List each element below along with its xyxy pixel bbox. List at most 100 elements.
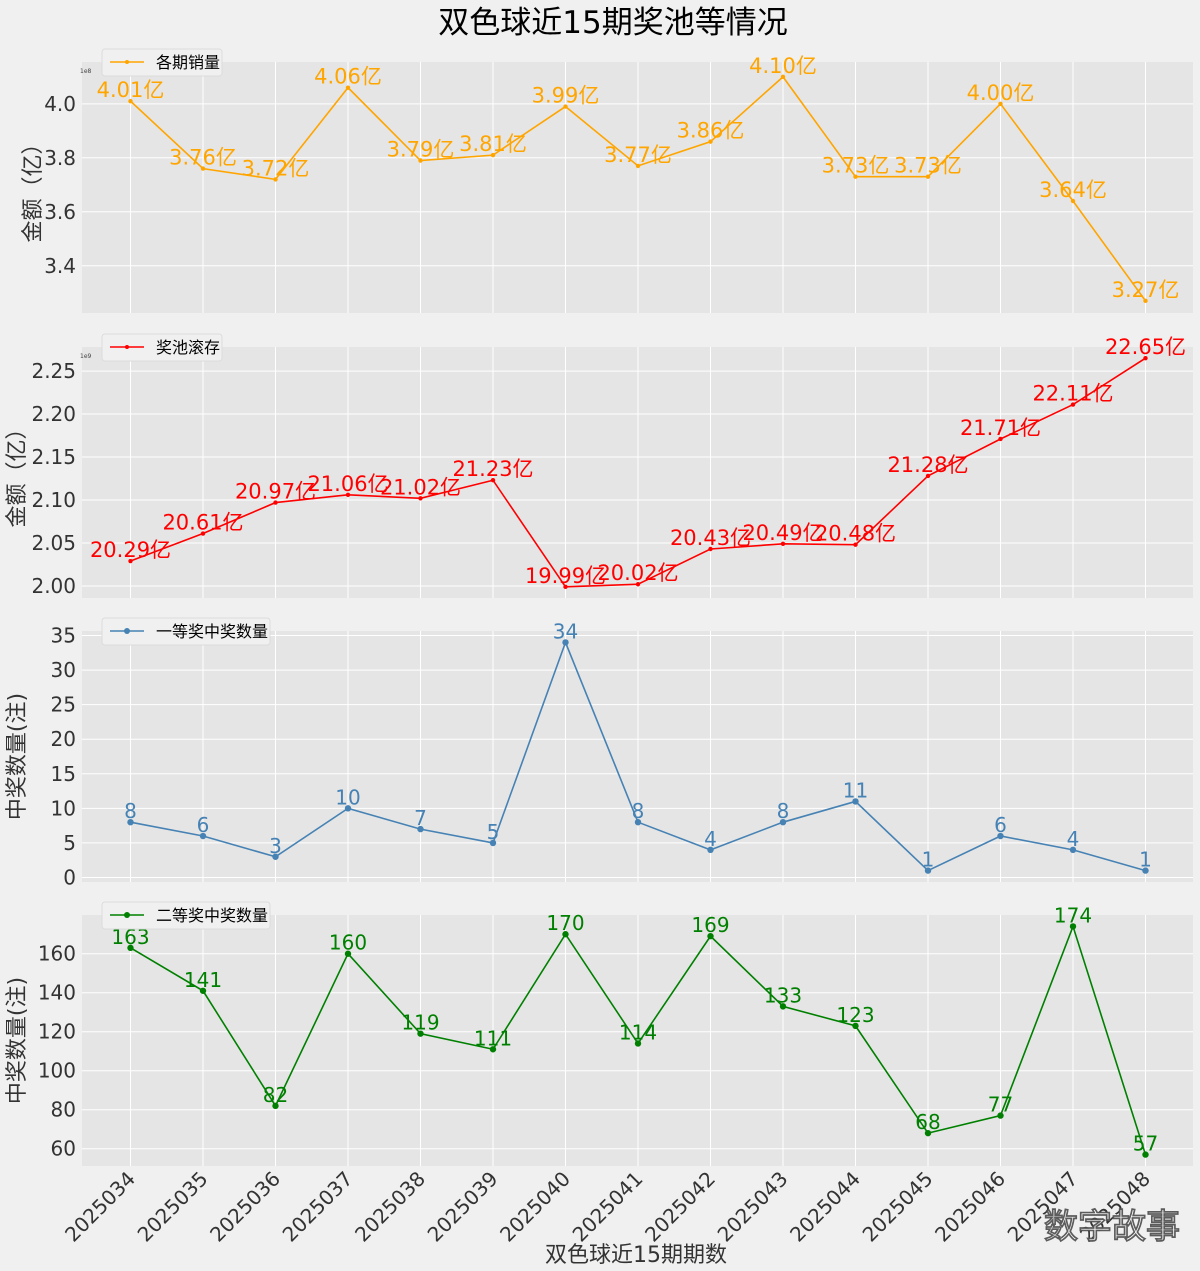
data-point <box>779 1003 787 1010</box>
data-label: 170 <box>546 911 584 935</box>
y-tick-label: 100 <box>38 1059 76 1083</box>
data-point <box>489 839 497 847</box>
data-point <box>707 846 714 854</box>
data-label: 21.71亿 <box>960 416 1041 440</box>
data-label: 4.00亿 <box>967 81 1035 105</box>
data-label: 22.11亿 <box>1032 382 1113 406</box>
data-label: 3.86亿 <box>677 119 745 143</box>
data-label: 160 <box>329 931 367 955</box>
y-tick-label: 80 <box>51 1098 76 1122</box>
data-label: 119 <box>401 1011 439 1035</box>
data-point <box>562 639 569 646</box>
data-point <box>1143 298 1148 304</box>
data-label: 6 <box>197 813 210 837</box>
data-label: 20.02亿 <box>597 561 678 585</box>
data-label: 10 <box>335 785 360 809</box>
data-point <box>490 152 496 158</box>
subplots: 3.4 3.6 3.8 4.0 1e8 金额（亿） 4.01亿 3.76亿 3.72亿 4.06亿… <box>5 48 1193 1166</box>
data-label: 169 <box>691 913 729 937</box>
data-point <box>127 944 134 952</box>
data-label: 34 <box>553 619 578 643</box>
legend-box <box>101 901 271 930</box>
data-point <box>200 166 206 171</box>
y-tick-label: 20 <box>51 727 76 751</box>
y-tick-label: 5 <box>63 831 76 855</box>
data-point <box>563 104 568 109</box>
legend-box <box>101 48 223 77</box>
legend: 各期销量 <box>101 48 223 77</box>
legend-marker <box>124 628 130 634</box>
data-point <box>273 500 278 505</box>
legend: 二等奖中奖数量 <box>101 901 271 930</box>
data-point <box>997 832 1004 840</box>
data-label: 3.73亿 <box>822 154 890 178</box>
data-label: 4 <box>1067 827 1080 851</box>
data-label: 20.43亿 <box>670 526 751 550</box>
data-label: 133 <box>764 983 802 1007</box>
data-label: 4.10亿 <box>749 54 817 78</box>
data-label: 3.99亿 <box>532 84 600 108</box>
data-point <box>199 832 207 840</box>
data-point <box>924 1129 932 1137</box>
y-tick-label: 15 <box>51 762 76 786</box>
data-label: 5 <box>487 820 500 844</box>
data-point <box>779 818 787 826</box>
data-label: 3.77亿 <box>604 143 672 167</box>
data-label: 8 <box>777 799 790 823</box>
data-point <box>635 582 641 587</box>
y-tick-label: 3.6 <box>44 200 76 224</box>
y-tick-label: 30 <box>51 658 76 682</box>
y-tick-label: 2.25 <box>31 359 76 383</box>
data-point <box>199 987 207 994</box>
y-axis-label: 中奖数量(注) <box>5 693 30 820</box>
y-tick-label: 3.8 <box>44 146 76 170</box>
data-point <box>708 139 713 144</box>
y-tick-label: 160 <box>38 942 76 966</box>
data-label: 1 <box>1139 848 1152 872</box>
data-point <box>1069 923 1077 930</box>
data-point <box>418 496 423 501</box>
data-point <box>418 158 423 163</box>
data-label: 3.64亿 <box>1039 178 1107 202</box>
data-label: 3 <box>269 834 282 858</box>
x-axis-label: 双色球近15期期数 <box>545 1243 727 1268</box>
data-label: 11 <box>843 778 868 802</box>
data-label: 82 <box>263 1083 288 1107</box>
data-point <box>924 867 932 874</box>
y-tick-label: 25 <box>51 693 76 717</box>
data-point <box>925 174 931 179</box>
data-label: 19.99亿 <box>525 564 606 588</box>
subplot-2: 2.00 2.05 2.10 2.15 2.20 2.25 1e9 金额（亿） 20.29亿 20… <box>5 333 1193 598</box>
data-point <box>344 950 352 957</box>
data-point <box>1143 355 1148 361</box>
y-tick-label: 120 <box>38 1020 76 1044</box>
data-label: 1 <box>922 848 935 872</box>
data-label: 3.72亿 <box>242 156 310 180</box>
y-tick-label: 35 <box>51 623 76 647</box>
data-label: 22.65亿 <box>1105 335 1186 359</box>
data-label: 21.02亿 <box>380 475 461 499</box>
data-label: 3.27亿 <box>1112 278 1180 302</box>
legend-marker <box>124 912 130 918</box>
data-point <box>1069 846 1077 854</box>
data-label: 123 <box>836 1003 874 1027</box>
data-point <box>417 825 424 833</box>
data-point <box>344 805 352 812</box>
data-point <box>128 98 133 104</box>
data-point <box>707 932 714 940</box>
data-point <box>490 478 496 483</box>
watermark: 数字故事 <box>1044 1207 1180 1247</box>
data-point <box>1070 198 1076 204</box>
legend: 一等奖中奖数量 <box>101 617 271 646</box>
y-tick-label: 2.05 <box>31 531 76 555</box>
data-label: 68 <box>915 1110 940 1134</box>
y-axis-label: 中奖数量(注) <box>5 977 30 1104</box>
data-label: 174 <box>1054 903 1092 927</box>
data-point <box>853 174 858 179</box>
data-point <box>1070 402 1076 407</box>
y-tick-label: 2.15 <box>31 445 76 469</box>
data-point <box>1142 1151 1149 1158</box>
data-label: 8 <box>124 799 137 823</box>
data-label: 3.73亿 <box>894 154 962 178</box>
data-point <box>345 85 351 90</box>
